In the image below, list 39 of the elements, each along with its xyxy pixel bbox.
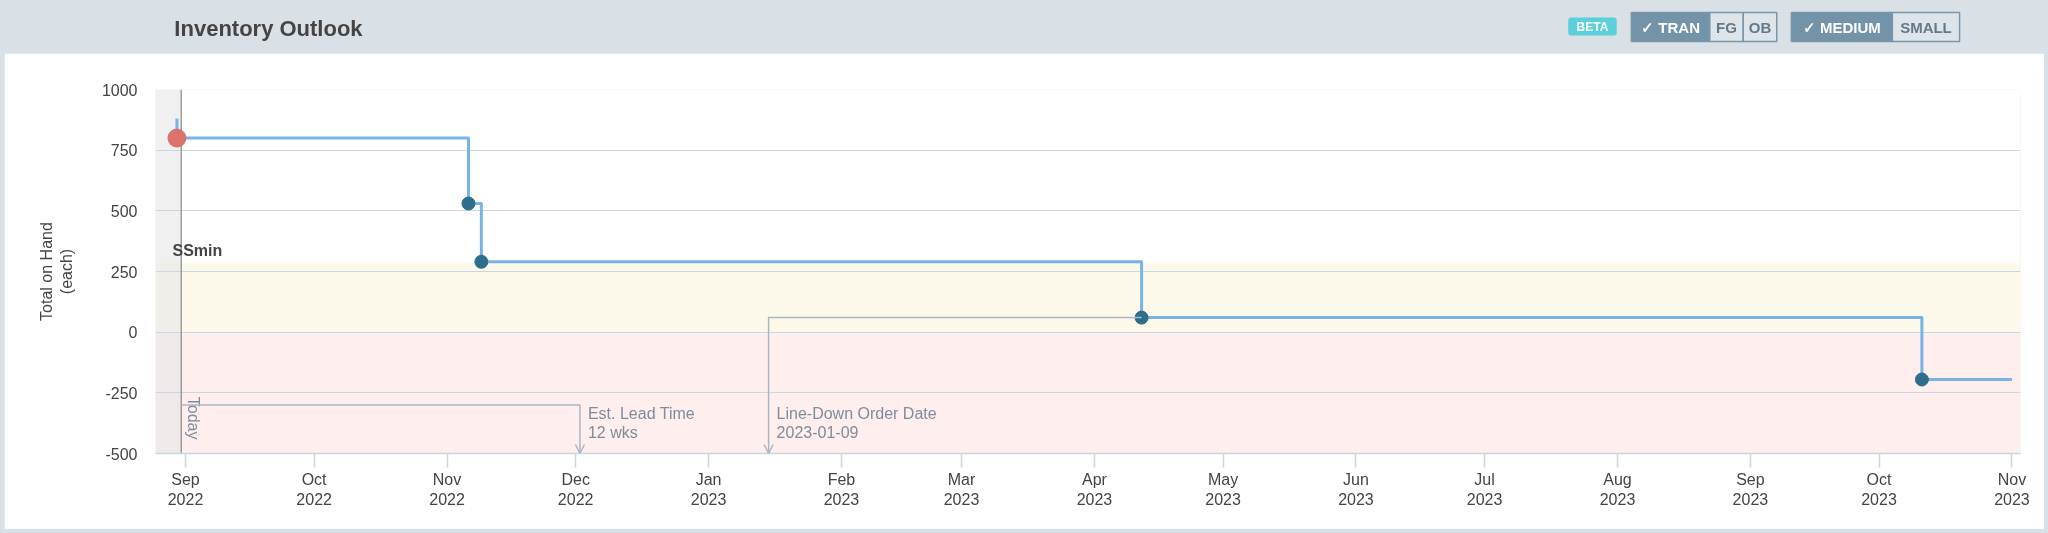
ref-line-label: Today bbox=[184, 396, 202, 440]
x-tick-label: Sep 2022 bbox=[167, 470, 204, 508]
series-label: Line-Down Order Date 2023-01-09 bbox=[776, 404, 937, 442]
x-tick-label: Nov 2022 bbox=[429, 470, 465, 508]
y-tick-label: 500 bbox=[110, 202, 138, 220]
y-tick-label: 250 bbox=[110, 263, 138, 281]
x-tick-label: Oct 2022 bbox=[296, 470, 333, 508]
text: BETA bbox=[1576, 20, 1609, 34]
text: OB bbox=[1748, 19, 1772, 36]
text: FG bbox=[1716, 19, 1737, 36]
text: ✓ TRAN bbox=[1641, 19, 1700, 36]
x-tick-label: Jan 2023 bbox=[690, 470, 727, 508]
text: ✓ MEDIUM bbox=[1802, 19, 1881, 36]
point bbox=[1134, 310, 1149, 325]
y-tick-label: 0 bbox=[128, 324, 138, 342]
x-tick-label: Sep 2023 bbox=[1732, 470, 1769, 508]
y-axis-title: Total on Hand (each) bbox=[37, 222, 75, 321]
x-tick-label: Jun 2023 bbox=[1338, 470, 1374, 508]
chart-title: Inventory Outlook bbox=[174, 15, 364, 41]
x-tick-label: Apr 2023 bbox=[1076, 470, 1113, 508]
x-tick-label: Oct 2023 bbox=[1861, 470, 1897, 508]
point bbox=[167, 128, 187, 148]
y-tick-label: 1000 bbox=[101, 81, 138, 99]
y-tick-label: -250 bbox=[105, 384, 138, 402]
y-tick-label: 750 bbox=[110, 142, 138, 160]
band-label: SSmin bbox=[172, 242, 223, 260]
x-tick-label: Feb 2023 bbox=[823, 470, 860, 508]
y-tick-label: -500 bbox=[105, 445, 138, 463]
text: SMALL bbox=[1900, 19, 1952, 36]
x-tick-label: May 2023 bbox=[1205, 470, 1241, 508]
point bbox=[1914, 372, 1929, 387]
series-label: Est. Lead Time 12 wks bbox=[587, 404, 695, 442]
point bbox=[474, 254, 489, 269]
x-tick-label: Dec 2022 bbox=[557, 470, 594, 508]
point bbox=[461, 196, 476, 211]
x-tick-label: Nov 2023 bbox=[1994, 470, 2030, 508]
x-tick-label: Aug 2023 bbox=[1599, 470, 1636, 508]
x-tick-label: Mar 2023 bbox=[943, 470, 980, 508]
x-tick-label: Jul 2023 bbox=[1466, 470, 1503, 508]
